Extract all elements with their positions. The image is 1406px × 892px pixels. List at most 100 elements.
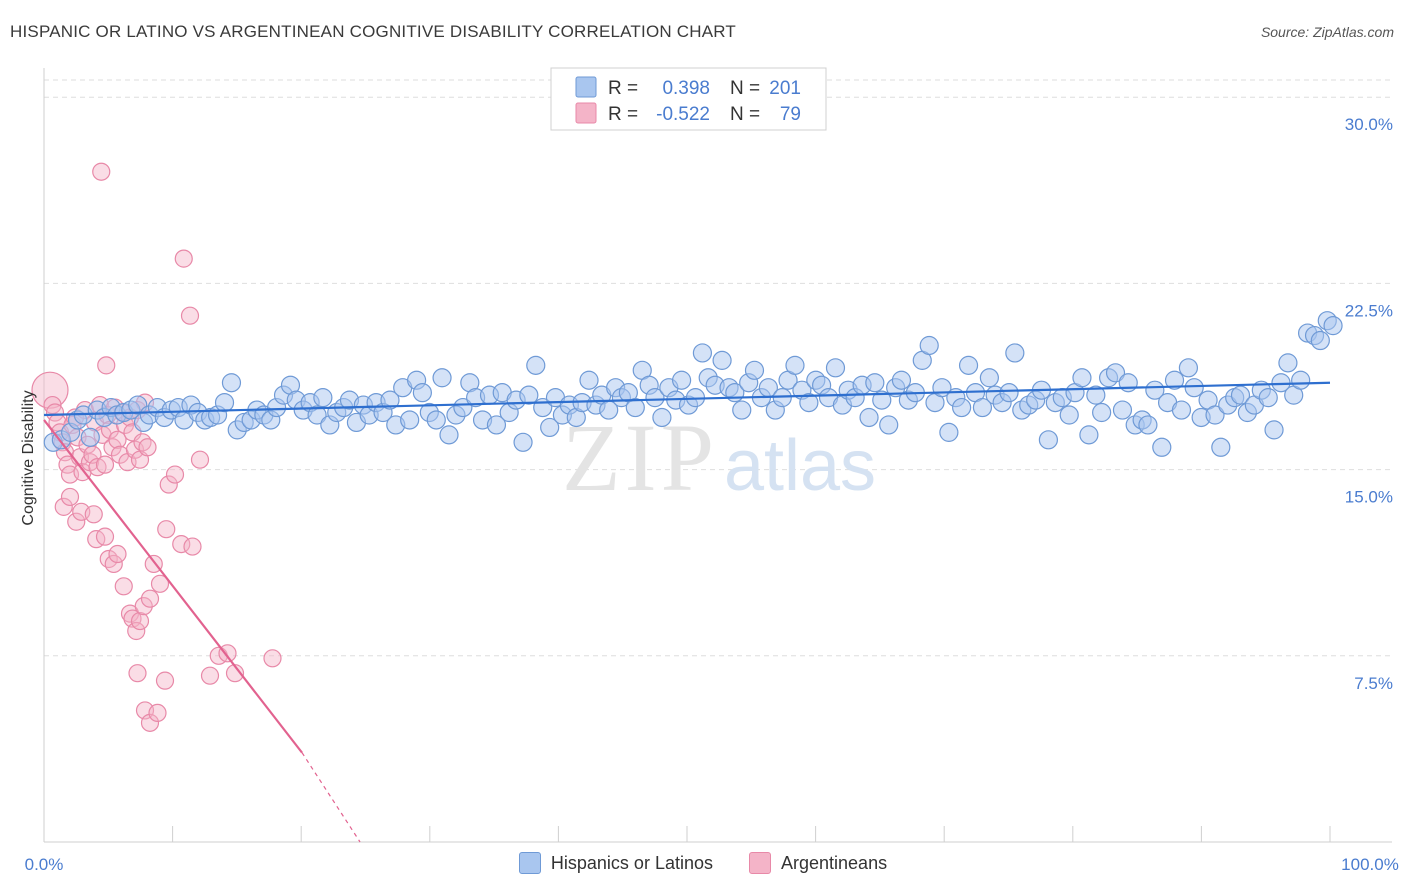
hispanics-point [1258,388,1278,408]
bottom-legend: Hispanics or Latinos Argentineans [0,852,1406,874]
argentineans-point [114,577,133,596]
legend-r-value-1: 0.398 [662,78,710,99]
hispanics-point [1138,415,1158,435]
hispanics-point [1059,405,1079,425]
bottom-legend-swatch-blue [518,852,541,874]
bottom-legend-argentineans: Argentineans [749,852,887,874]
hispanics-point [579,370,599,390]
hispanics-point [1086,385,1106,405]
hispanics-point [1178,358,1199,378]
hispanics-point [891,370,912,390]
hispanics-point [453,397,473,418]
bottom-legend-hispanics: Hispanics or Latinos [518,852,713,874]
argentineans-point [172,534,191,554]
y-tick-label: 15.0% [1345,488,1393,507]
hispanics-point [1205,405,1225,425]
hispanics-point [1171,400,1192,420]
watermark-atlas: atlas [724,426,876,506]
argentineans-trend-extension [301,752,361,843]
hispanics-point [1310,330,1330,351]
argentineans-point [88,458,107,477]
hispanics-point [744,360,765,380]
hispanics-point [380,390,400,410]
hispanics-point [80,427,100,447]
hispanics-point [692,343,713,363]
hispanics-point [540,417,560,438]
hispanics-point [1152,437,1172,457]
hispanics-point [652,407,672,428]
argentineans-point [150,574,170,593]
argentineans-point [108,544,127,564]
argentineans-points [31,162,282,732]
hispanics-point [972,397,993,418]
argentineans-point [134,597,153,616]
argentineans-point [130,611,150,631]
legend-r-label-2: R = [608,104,638,125]
hispanics-point [625,397,645,418]
legend-n-label-2: N = [730,104,760,125]
argentineans-point [183,537,202,556]
hispanics-point [1278,353,1298,373]
hispanics-point [1112,400,1133,420]
legend-n-value-1: 201 [769,78,801,99]
x-tick-label: 0.0% [25,855,64,874]
y-tick-label: 22.5% [1345,301,1393,320]
hispanics-point [221,373,242,393]
x-tick-label: 100.0% [1341,855,1399,874]
watermark: ZIP atlas [562,404,876,511]
legend-n-value-2: 79 [780,104,801,125]
top-legend: R = 0.398 N = 201 R = -0.522 N = 79 [550,67,827,131]
y-axis-label: Cognitive Disability [20,390,37,525]
argentineans-point [84,505,103,524]
bottom-legend-label-argentineans: Argentineans [781,852,888,873]
hispanics-point [313,388,333,408]
hispanics-point [979,368,999,388]
hispanics-point [513,432,533,452]
legend-swatch-pink [575,102,597,124]
argentineans-point [104,554,123,574]
argentineans-point [263,649,282,668]
hispanics-point [1184,378,1204,398]
hispanics-point [526,355,546,375]
hispanics-point [1323,316,1343,336]
legend-swatch-blue [575,76,597,98]
hispanics-point [1211,437,1231,457]
hispanics-point [486,415,507,435]
legend-box [550,67,827,131]
hispanics-point [919,335,939,356]
hispanics-point [214,392,235,413]
argentineans-point [180,306,200,325]
hispanics-point [1072,368,1092,388]
hispanics-point [432,368,452,388]
hispanics-point [799,392,819,413]
hispanics-point [865,373,885,393]
argentineans-point [140,589,160,608]
watermark-zip: ZIP [562,404,718,511]
legend-n-label-1: N = [730,78,760,99]
legend-r-label-1: R = [608,78,638,99]
argentineans-point [43,395,62,415]
hispanics-trend-line [43,381,1331,417]
argentineans-point [157,520,176,539]
hispanics-point [825,358,846,378]
hispanics-point [1264,420,1284,440]
argentineans-point [174,249,193,268]
chart-title: HISPANIC OR LATINO VS ARGENTINEAN COGNIT… [10,22,737,41]
argentineans-point [218,644,237,663]
hispanics-point [785,355,805,375]
y-tick-label: 7.5% [1354,674,1393,693]
hispanics-point [859,407,879,428]
hispanics-point [939,422,959,442]
argentineans-point [67,512,86,531]
argentineans-point [54,497,73,516]
source-label: Source: ZipAtlas.com [1260,24,1394,40]
hispanics-point [307,405,327,425]
argentineans-point [159,475,178,494]
hispanics-point [1105,363,1126,383]
hispanics-point [645,388,665,408]
argentineans-point [97,356,116,375]
legend-r-value-2: -0.522 [656,104,710,125]
hispanics-point [1291,370,1311,390]
axes [43,68,1392,843]
